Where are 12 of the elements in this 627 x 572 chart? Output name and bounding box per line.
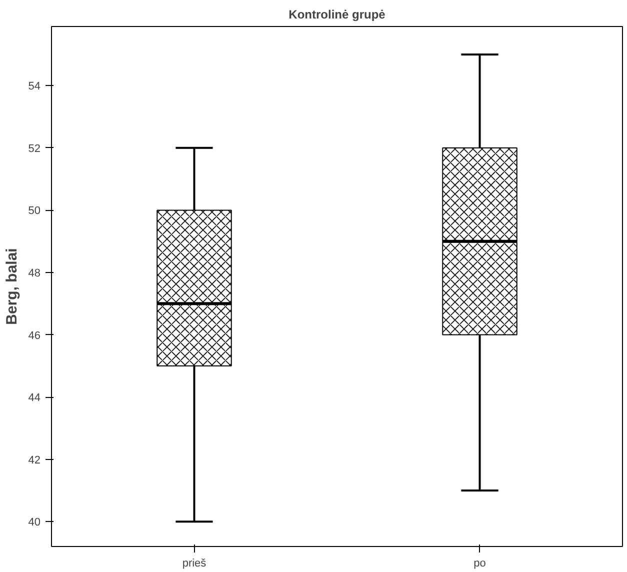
y-tick-label: 42 [28, 454, 41, 466]
y-tick-label: 48 [28, 267, 41, 280]
y-tick-label: 44 [28, 392, 41, 404]
y-axis-title: Berg, balai [3, 248, 20, 325]
y-tick-label: 40 [28, 516, 41, 529]
y-tick-label: 46 [28, 330, 41, 342]
y-tick-label: 54 [28, 80, 41, 93]
y-tick-label: 50 [28, 205, 41, 218]
chart-title: Kontrolinė grupė [288, 8, 386, 22]
y-tick-label: 52 [28, 142, 41, 155]
x-tick-label: po [474, 558, 486, 570]
x-tick-label: prieš [182, 558, 207, 570]
